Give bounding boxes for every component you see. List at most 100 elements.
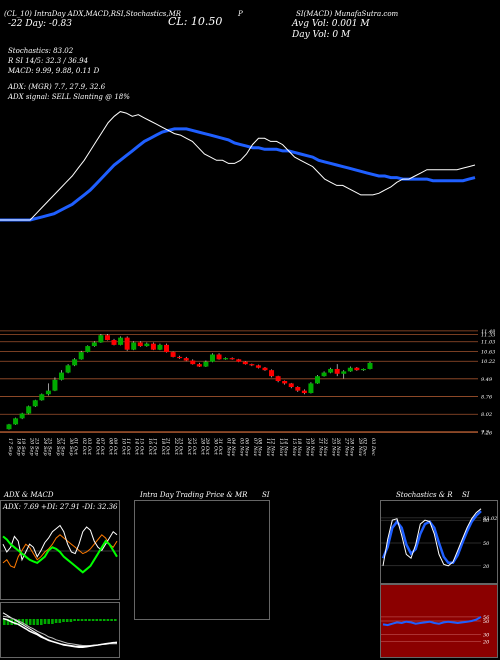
date-tick-label: 23 Sep (33, 437, 39, 456)
date-tick-label: 22 Nov (322, 437, 328, 456)
date-tick-label: 23 Oct (178, 437, 184, 456)
date-tick-label: 11 Oct (125, 438, 131, 456)
date-tick-label: 02 Oct (81, 438, 87, 456)
macd-histogram-bar (80, 619, 84, 621)
macd-histogram-bar (102, 619, 106, 621)
date-tick-label: 25 Oct (191, 437, 197, 456)
price-level-label: 11.03 (481, 340, 495, 346)
date-tick-label: 03 Oct (86, 438, 92, 456)
date-tick-label: 18 Nov (296, 438, 302, 456)
date-tick-label: 01 Oct (73, 438, 79, 456)
avg-vol: Avg Vol: 0.001 M (292, 19, 370, 29)
date-tick-label: 15 Nov (291, 438, 297, 456)
day-vol: Day Vol: 0 M (292, 30, 351, 40)
candle-down (249, 364, 255, 366)
date-tick-label: 26 Sep (55, 437, 61, 456)
candle-down (183, 358, 189, 361)
day-change: -22 Day: -0.83 (8, 19, 72, 29)
date-tick-label: 06 Nov (243, 438, 249, 456)
macd-histogram-bar (106, 619, 110, 621)
candle-down (242, 361, 248, 365)
adx-panel-title: ADX & MACD (4, 491, 54, 499)
date-tick-label: 03 Dec (370, 438, 376, 456)
candle-down (124, 337, 130, 350)
macd-histogram-bar (6, 619, 10, 625)
date-tick-label: 30 Oct (212, 438, 218, 456)
date-tick-label: 27 Sep (60, 437, 66, 456)
macd-histogram-bar (77, 619, 80, 621)
candle-down (229, 358, 235, 360)
macd-histogram-bar (99, 619, 102, 621)
candle-down (282, 381, 288, 384)
candle-up (13, 418, 19, 425)
date-tick-label: 14 Nov (283, 438, 289, 456)
candle-up (91, 342, 97, 347)
stochastics-value: Stochastics: 83.02 (8, 47, 74, 55)
adx-line (2, 524, 118, 562)
price-level-label: 8.76 (481, 394, 493, 400)
date-tick-label: 18 Sep (16, 438, 22, 456)
candle-up (209, 354, 215, 362)
price-level-label: 9.49 (481, 377, 493, 383)
stoch-d-line (381, 510, 482, 565)
moving-average-line (0, 127, 476, 222)
price-level-label: 8.02 (481, 412, 492, 418)
candle-up (203, 361, 209, 367)
candle-up (78, 352, 84, 360)
macd-histogram-bar (54, 619, 58, 623)
date-tick-label: 04 Oct (94, 438, 100, 456)
adx-di-plus-line (2, 535, 118, 574)
date-tick-label: 21 Oct (165, 437, 171, 456)
macd-histogram-bar (69, 619, 73, 622)
candle-down (170, 352, 176, 357)
macd-histogram-bar (51, 619, 54, 624)
candle-down (150, 343, 156, 350)
date-tick-label: 01 Nov (226, 438, 232, 456)
date-tick-label: 24 Oct (186, 437, 192, 456)
date-tick-label: 02 Dec (361, 438, 367, 456)
candle-up (52, 379, 58, 391)
macd-histogram-bar (62, 619, 65, 622)
intraday-panel-title-suffix: SI (262, 491, 270, 499)
intraday-panel (134, 500, 270, 620)
candle-down (111, 340, 117, 345)
date-tick-label: 30 Sep (68, 438, 74, 456)
rsi-panel: 56 50 30 20 (380, 584, 498, 658)
macd-histogram-bar (3, 619, 6, 625)
date-tick-label: 08 Oct (107, 438, 113, 456)
candle-down (275, 376, 281, 381)
candle-down (295, 387, 301, 391)
candle-up (85, 346, 91, 353)
date-tick-label: 28 Nov (348, 437, 354, 456)
adx-signal: ADX signal: SELL Slanting @ 18% (8, 93, 130, 101)
macd-histogram-bar (28, 619, 32, 625)
rsi-value: R SI 14/5: 32.3 / 36.94 (8, 57, 89, 65)
candle-up (308, 383, 314, 394)
stochastics-panel: 83.02 80 50 20 (380, 500, 498, 584)
date-tick-label: 14 Oct (134, 438, 140, 456)
macd-histogram-bar (114, 619, 117, 621)
candle-down (262, 367, 268, 371)
date-tick-label: 08 Nov (256, 438, 262, 456)
stoch-tick-label: 80 (483, 518, 490, 524)
rsi-line (382, 616, 482, 627)
date-tick-label: 10 Oct (121, 438, 127, 456)
stochastics-panel-title-suffix: SI (462, 491, 470, 499)
adx-value: ADX: (MGR) 7.7, 27.9, 32.6 (8, 83, 106, 91)
date-tick-label: 29 Oct (204, 437, 210, 456)
candle-up (59, 372, 65, 380)
macd-histogram-bar (91, 619, 95, 621)
header-p-letter: P (238, 10, 243, 18)
date-tick-label: 20 Sep (29, 437, 35, 456)
date-tick-label: 11 Nov (265, 438, 271, 456)
adx-legend: ADX: 7.69 +DI: 27.91 -DI: 32.36 (3, 503, 118, 511)
macd-histogram-bar (32, 619, 36, 625)
macd-histogram-bar (14, 619, 17, 625)
macd-histogram-bar (73, 619, 76, 621)
candle-up (72, 359, 78, 366)
date-tick-label: 16 Oct (147, 438, 153, 456)
stoch-k-line (382, 508, 482, 567)
price-level-label: 11.33 (481, 333, 495, 339)
